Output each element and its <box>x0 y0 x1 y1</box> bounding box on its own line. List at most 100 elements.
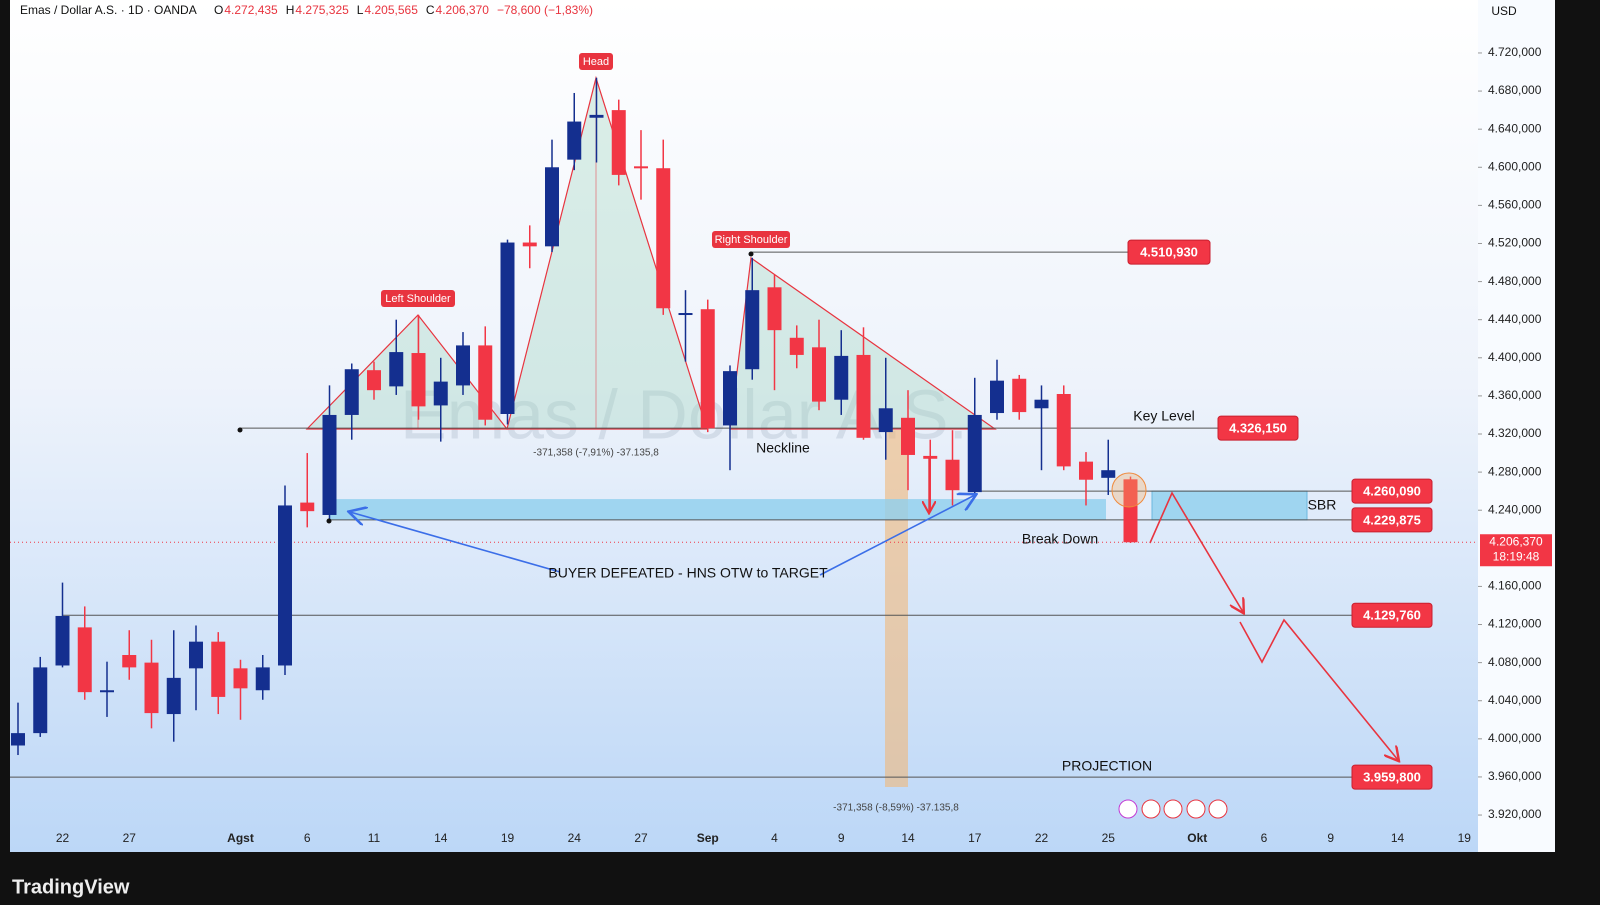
left-shoulder-label: Left Shoulder <box>385 293 451 305</box>
ohlc-value: 4.206,370 <box>436 3 490 17</box>
label-badge <box>579 53 613 70</box>
candle-body <box>233 668 248 689</box>
price-axis <box>1478 0 1555 852</box>
brand: TradingView <box>12 876 130 898</box>
x-tick-label: 14 <box>901 831 915 845</box>
y-tick-label: 4.080,000 <box>1488 655 1542 669</box>
candle-body <box>100 690 114 693</box>
drawings <box>237 251 1399 819</box>
sbr-zone <box>1151 490 1308 521</box>
candle-body <box>678 313 693 316</box>
y-tick-label: 4.240,000 <box>1488 502 1542 516</box>
candle-body <box>567 121 582 160</box>
candle-body <box>255 667 270 691</box>
candle-body <box>211 641 226 697</box>
y-tick-label: 4.720,000 <box>1488 45 1542 59</box>
x-tick-label: 27 <box>634 831 648 845</box>
x-tick-label: 9 <box>1327 831 1334 845</box>
candle-body <box>500 242 515 414</box>
y-tick-label: 4.320,000 <box>1488 426 1542 440</box>
level-label: 3.959,800 <box>1363 770 1421 785</box>
label-badge <box>381 290 455 307</box>
candle-body <box>367 370 381 391</box>
level-label: 4.326,150 <box>1229 421 1287 436</box>
candle-body <box>189 641 203 669</box>
x-tick-label: 9 <box>838 831 845 845</box>
x-tick-label: 22 <box>56 831 70 845</box>
candle-body <box>433 381 448 406</box>
candle-body <box>589 114 604 118</box>
y-tick-label: 4.640,000 <box>1488 121 1542 135</box>
projection-label: PROJECTION <box>1062 758 1152 774</box>
level-label: 4.129,760 <box>1363 608 1421 623</box>
candle-body <box>122 655 137 668</box>
candle-body <box>812 347 826 402</box>
sbr-zone <box>330 499 1106 520</box>
level-badge <box>1351 507 1433 533</box>
sbr-label: SBR <box>1308 497 1337 513</box>
y-tick-label: 3.960,000 <box>1488 769 1542 783</box>
candle-body <box>456 345 470 386</box>
x-tick-label: 17 <box>968 831 982 845</box>
x-tick-label: Okt <box>1187 831 1207 845</box>
projection-path <box>1149 491 1243 612</box>
buyer-label: BUYER DEFEATED - HNS OTW to TARGET <box>548 565 828 581</box>
y-tick-label: 4.280,000 <box>1488 464 1542 478</box>
head-area <box>506 75 708 430</box>
level-badge <box>1351 764 1433 790</box>
anchor <box>748 251 754 257</box>
candle-body <box>166 677 181 715</box>
candle-body <box>834 355 849 400</box>
candle-body <box>1101 470 1116 478</box>
y-tick-label: 4.440,000 <box>1488 312 1542 326</box>
x-tick-label: 6 <box>1261 831 1268 845</box>
candle-body <box>990 380 1004 414</box>
x-tick-label: 19 <box>1458 831 1472 845</box>
level-badge <box>1217 415 1299 441</box>
candle-body <box>789 337 804 355</box>
x-tick-label: 24 <box>568 831 582 845</box>
candle-body <box>967 414 982 493</box>
x-tick-label: 4 <box>771 831 778 845</box>
y-tick-label: 4.600,000 <box>1488 159 1542 173</box>
candle-body <box>656 168 671 309</box>
ohlc-value: 4.275,325 <box>295 3 349 17</box>
y-tick-label: 4.680,000 <box>1488 83 1542 97</box>
event-icons <box>1118 799 1228 819</box>
level-label: 4.510,930 <box>1140 245 1198 260</box>
y-tick-label: 4.000,000 <box>1488 731 1542 745</box>
watermark: Emas / Dollar A.S. <box>400 375 968 453</box>
last-price-badge <box>1480 534 1552 567</box>
candle-body <box>1012 378 1027 413</box>
level-badge <box>1351 478 1433 504</box>
candle-body <box>278 505 292 666</box>
x-tick-label: 25 <box>1102 831 1116 845</box>
ohlc-key: L <box>357 3 364 17</box>
ohlc-key: H <box>286 3 295 17</box>
y-tick-label: 4.520,000 <box>1488 236 1542 250</box>
candle-body <box>611 110 626 175</box>
y-tick-label: 4.120,000 <box>1488 617 1542 631</box>
measure-label: -371,358 (-7,91%) -37.135,8 <box>533 448 659 459</box>
candle-body <box>389 352 404 387</box>
candle-body <box>700 309 715 429</box>
ohlc-key: C <box>426 3 435 17</box>
anchor <box>326 518 332 524</box>
candle-body <box>77 627 92 693</box>
candle-body <box>344 369 359 415</box>
candle-body <box>945 459 960 491</box>
candle-body <box>878 408 893 433</box>
y-tick-label: 4.040,000 <box>1488 693 1542 707</box>
x-tick-label: Agst <box>227 831 254 845</box>
header: Emas / Dollar A.S. · 1D · OANDA O 4.272,4… <box>20 3 1517 18</box>
candle-body <box>923 455 938 459</box>
labels: Head Left Shoulder Right Shoulder Neckli… <box>381 53 1336 814</box>
level-badge <box>1351 602 1433 628</box>
candle-body <box>767 287 782 331</box>
measure-label: -371,358 (-8,59%) -37.135,8 <box>833 803 959 814</box>
candle-body <box>1079 461 1093 480</box>
candle-body <box>1034 399 1049 409</box>
candle-body <box>11 733 25 746</box>
level-label: 4.229,875 <box>1363 512 1421 527</box>
